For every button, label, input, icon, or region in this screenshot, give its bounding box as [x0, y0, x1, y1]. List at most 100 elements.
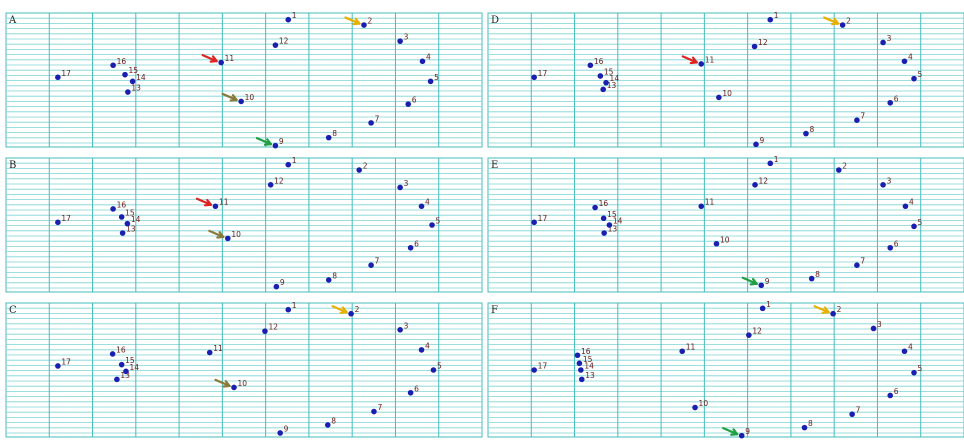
- point-10-dot: [225, 235, 231, 242]
- arrow-head: [823, 306, 830, 314]
- arrow-shaft: [823, 16, 840, 25]
- point-1-label: 1: [292, 11, 297, 20]
- point-7-label: 7: [375, 114, 380, 123]
- point-11-dot: [206, 349, 213, 356]
- point-10-label: 10: [245, 93, 255, 102]
- panel-b-frame: [5, 157, 483, 293]
- panel-c-frame: [5, 302, 483, 438]
- point-11-label: 11: [213, 344, 223, 353]
- point-8-dot: [325, 277, 332, 283]
- point-14-label: 14: [129, 363, 139, 372]
- point-1-dot: [767, 160, 774, 167]
- point-2-label: 2: [846, 17, 851, 26]
- point-13-dot: [114, 376, 120, 383]
- point-13-label: 13: [585, 371, 595, 380]
- point-4-label: 4: [908, 53, 913, 62]
- point-16-label: 16: [581, 347, 591, 356]
- point-16-label: 16: [594, 57, 604, 66]
- point-4-dot: [901, 58, 908, 65]
- point-9-label: 9: [284, 424, 289, 433]
- point-13-dot: [125, 89, 131, 95]
- point-15-label: 15: [604, 67, 614, 76]
- point-5-label: 5: [918, 70, 923, 79]
- point-14-label: 14: [136, 73, 146, 82]
- point-5-dot: [911, 223, 917, 230]
- arrow-shaft: [201, 53, 218, 63]
- point-14-dot: [578, 367, 584, 373]
- point-7-dot: [368, 262, 374, 269]
- point-7-label: 7: [860, 257, 865, 266]
- point-12-dot: [752, 182, 758, 188]
- point-14-dot: [123, 368, 129, 375]
- arrow-to-point-11: [201, 53, 218, 63]
- point-1-dot: [759, 305, 766, 312]
- arrow-head: [341, 306, 348, 314]
- point-11-label: 11: [219, 198, 229, 207]
- point-2-label: 2: [837, 305, 842, 314]
- panel-b-letter: B: [9, 160, 16, 171]
- point-2-label: 2: [355, 305, 360, 314]
- point-12-dot: [751, 43, 758, 50]
- point-16-dot: [587, 62, 594, 69]
- point-17-label: 17: [538, 362, 548, 371]
- point-8-label: 8: [331, 416, 336, 425]
- arrow-shaft: [255, 137, 273, 146]
- arrow-shaft: [722, 427, 739, 436]
- panel-b-grid: [6, 158, 482, 292]
- point-2-dot: [348, 310, 354, 317]
- arrow-head: [211, 55, 218, 63]
- arrow-to-point-10: [221, 92, 238, 102]
- point-10-label: 10: [720, 235, 730, 244]
- point-9-dot: [277, 430, 283, 436]
- point-7-dot: [849, 411, 855, 418]
- arrow-shaft: [214, 378, 231, 388]
- point-1-label: 1: [774, 155, 779, 164]
- point-9-dot: [753, 141, 759, 148]
- point-6-label: 6: [894, 239, 899, 248]
- point-3-dot: [397, 327, 403, 333]
- arrow-shaft: [813, 305, 830, 314]
- point-2-dot: [839, 22, 846, 28]
- point-17-dot: [55, 74, 61, 81]
- point-9-dot: [738, 432, 745, 439]
- point-9-dot: [758, 282, 765, 289]
- panel-f-frame: [487, 302, 964, 438]
- point-5-label: 5: [437, 362, 442, 371]
- point-7-label: 7: [377, 403, 382, 412]
- point-17-label: 17: [61, 69, 71, 78]
- point-1-label: 1: [292, 301, 297, 310]
- point-16-label: 16: [599, 199, 609, 208]
- point-4-label: 4: [425, 341, 430, 350]
- point-17-dot: [531, 367, 537, 373]
- point-10-dot: [231, 384, 237, 391]
- point-6-dot: [407, 244, 414, 251]
- point-8-label: 8: [815, 270, 820, 279]
- arrow-shaft: [344, 16, 361, 25]
- panel-f-letter: F: [491, 305, 498, 316]
- point-12-label: 12: [758, 38, 768, 47]
- point-6-label: 6: [414, 384, 419, 393]
- point-12-dot: [262, 328, 268, 334]
- arrow-head: [833, 17, 840, 25]
- arrow-to-point-11: [195, 197, 213, 207]
- point-10-label: 10: [722, 89, 732, 98]
- point-13-dot: [600, 86, 606, 93]
- point-8-dot: [325, 134, 332, 141]
- point-17-label: 17: [538, 69, 548, 78]
- point-4-label: 4: [426, 53, 431, 62]
- panel-f-grid: [488, 303, 964, 437]
- point-14-dot: [603, 79, 609, 86]
- point-13-label: 13: [608, 225, 618, 234]
- point-15-label: 15: [125, 356, 135, 365]
- panel-e-grid: [488, 158, 964, 292]
- point-9-label: 9: [759, 136, 764, 145]
- arrow-head: [266, 138, 273, 146]
- point-7-dot: [368, 120, 374, 126]
- point-15-dot: [576, 360, 583, 367]
- point-11-label: 11: [686, 343, 696, 352]
- point-14-label: 14: [610, 74, 620, 83]
- point-5-label: 5: [918, 218, 923, 227]
- point-15-dot: [600, 215, 607, 222]
